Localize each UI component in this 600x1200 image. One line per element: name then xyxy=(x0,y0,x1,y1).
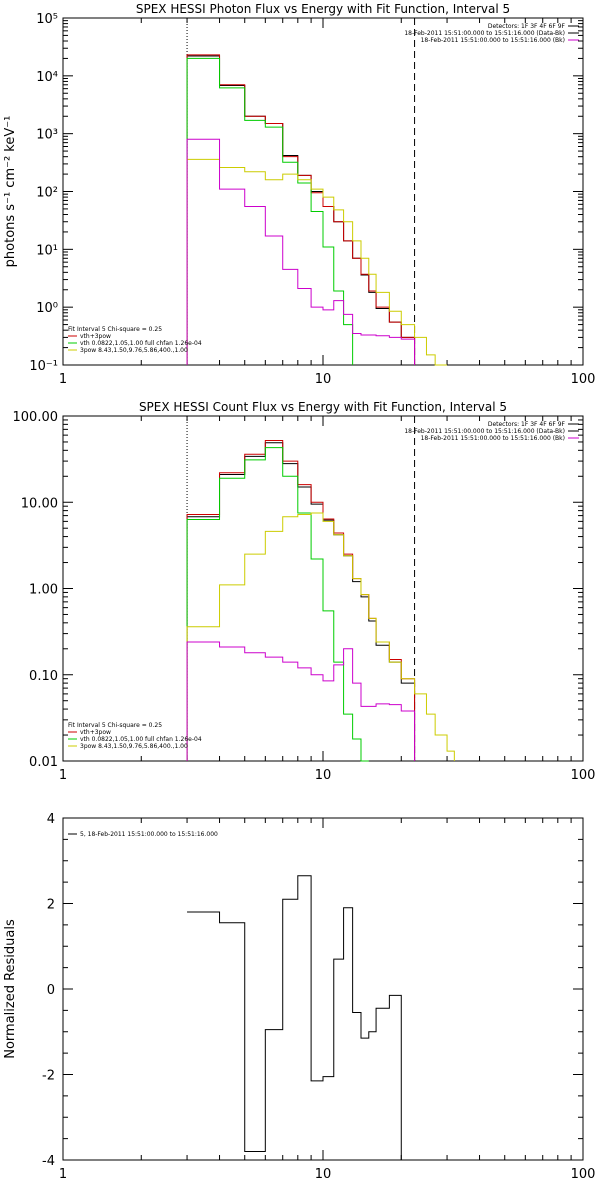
chart-title: SPEX HESSI Photon Flux vs Energy with Fi… xyxy=(136,2,510,16)
legend-entry: Fit Interval 5 Chi-square = 0.25 xyxy=(68,722,162,729)
y-tick-label: 0.10 xyxy=(29,669,58,684)
series-line-1 xyxy=(186,442,416,761)
series-line-5 xyxy=(186,641,416,761)
legend-entry: vth 0.0822,1.05,1.00 full chfan 1.26e-04 xyxy=(80,736,202,743)
x-tick-label: 10 xyxy=(315,372,332,387)
header-line: 18-Feb-2011 15:51:00.000 to 15:51:16.000… xyxy=(421,37,565,44)
y-tick-label: 100.00 xyxy=(13,410,59,425)
header-line: Detectors: 1F 3F 4F 6F 9F xyxy=(488,421,566,428)
x-tick-label: 100 xyxy=(571,1167,596,1182)
legend-entry: vth+3pow xyxy=(80,729,111,736)
series-line-5 xyxy=(186,138,416,365)
panel-3: 1 10 100 -4 -2 0 2 4 Normalized Residuals 5, 18-F… xyxy=(3,812,595,1182)
legend-entry: 3pow 8.43,1.50,9.76,5.86,400.,1.00 xyxy=(80,347,188,354)
x-tick-label: 10 xyxy=(315,1167,332,1182)
panel-2: 1 10 100 0.01 0.10 1.00 10.00 100.00 SPEX HESSI … xyxy=(13,400,596,783)
y-tick-label: 10.00 xyxy=(21,496,58,511)
header-line: 18-Feb-2011 15:51:00.000 to 15:51:16.000… xyxy=(421,435,565,442)
series-line-1 xyxy=(187,875,402,1160)
y-tick-label: 10⁻¹ xyxy=(29,359,58,374)
y-tick-label: 2 xyxy=(47,898,55,913)
legend-entry: 5, 18-Feb-2011 15:51:00.000 to 15:51:16.… xyxy=(80,831,218,838)
plot-frame xyxy=(62,817,584,1161)
legend-entry: vth+3pow xyxy=(80,333,111,340)
y-tick-label: 10⁰ xyxy=(36,301,58,316)
y-tick-label: 0.01 xyxy=(29,755,58,770)
y-tick-label: 0 xyxy=(47,983,55,998)
header-line: Detectors: 1F 3F 4F 6F 9F xyxy=(488,23,566,30)
y-tick-label: 10⁵ xyxy=(36,12,58,27)
series-line-2 xyxy=(186,439,416,761)
y-tick-label: 10³ xyxy=(36,128,58,143)
y-tick-label: -2 xyxy=(42,1069,55,1084)
y-tick-label: 10² xyxy=(36,186,58,201)
panel-1: 1 10 100 10⁻¹ 10⁰ 10¹ 10² 10³ 10⁴ 10⁵ SPEX HESSI P… xyxy=(3,2,595,387)
series-line-3 xyxy=(186,57,354,365)
x-tick-label: 1 xyxy=(59,372,67,387)
series-line-3 xyxy=(186,447,369,762)
x-tick-label: 100 xyxy=(571,372,596,387)
y-tick-label: 4 xyxy=(47,812,55,827)
legend-entry: Fit Interval 5 Chi-square = 0.25 xyxy=(68,326,162,333)
header-line: 18-Feb-2011 15:51:00.000 to 15:51:16.000… xyxy=(404,428,565,435)
series-line-4 xyxy=(186,512,455,761)
x-tick-label: 100 xyxy=(571,768,596,783)
x-tick-label: 10 xyxy=(315,768,332,783)
y-tick-label: 10¹ xyxy=(36,243,58,258)
header-line: 18-Feb-2011 15:51:00.000 to 15:51:16.000… xyxy=(404,30,565,37)
x-tick-label: 1 xyxy=(59,768,67,783)
series-line-4 xyxy=(186,158,448,366)
series-line-2 xyxy=(186,54,416,365)
y-tick-label: -4 xyxy=(42,1154,55,1169)
y-tick-label: 10⁴ xyxy=(36,70,58,85)
y-tick-label: 1.00 xyxy=(29,583,58,598)
series-line-1 xyxy=(186,55,416,365)
x-tick-label: 1 xyxy=(59,1167,67,1182)
chart-title: SPEX HESSI Count Flux vs Energy with Fit… xyxy=(139,400,507,414)
y-axis-label: photons s⁻¹ cm⁻² keV⁻¹ xyxy=(3,116,18,268)
legend-entry: vth 0.0822,1.05,1.00 full chfan 1.26e-04 xyxy=(80,340,202,347)
y-axis-label: Normalized Residuals xyxy=(3,919,18,1059)
legend-entry: 3pow 8.43,1.50,9.76,5.86,400.,1.00 xyxy=(80,743,188,750)
